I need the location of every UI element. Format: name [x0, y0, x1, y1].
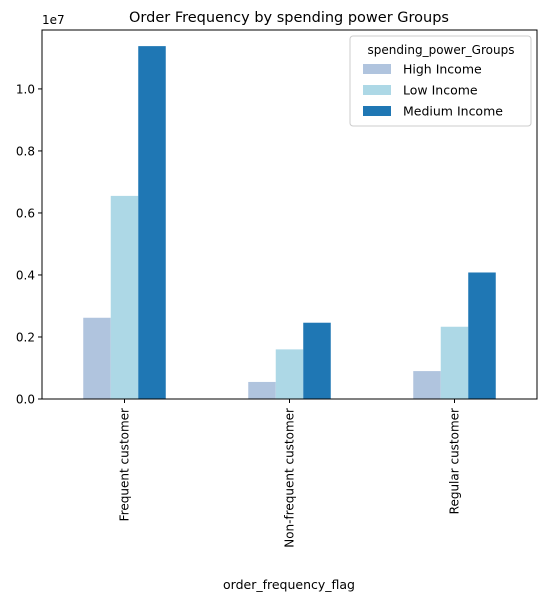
chart-title: Order Frequency by spending power Groups	[129, 10, 449, 26]
bar-low-income	[440, 326, 469, 399]
legend-swatch	[363, 106, 391, 116]
x-tick-label: Frequent customer	[118, 408, 132, 521]
y-tick-label: 0.8	[16, 144, 35, 158]
bar-medium-income	[138, 46, 166, 400]
legend-title: spending_power_Groups	[368, 43, 515, 57]
bar-low-income	[110, 195, 139, 399]
legend: spending_power_Groups High Income Low Inc…	[349, 35, 532, 127]
y-tick-label: 0.4	[16, 268, 35, 282]
legend-entry-label: Low Income	[403, 83, 478, 98]
y-tick-label: 0.2	[16, 330, 35, 344]
legend-box	[349, 35, 532, 127]
y-tick-label: 0.0	[16, 393, 35, 407]
y-tick-label: 0.6	[16, 206, 35, 220]
plot-frame	[41, 29, 538, 400]
x-tick-label: Regular customer	[448, 408, 462, 514]
legend-entry-label: High Income	[403, 62, 482, 77]
legend-entry-label: Medium Income	[403, 104, 503, 119]
bar-low-income	[275, 349, 304, 399]
legend-swatch	[363, 85, 391, 95]
y-axis-multiplier: 1e7	[42, 13, 65, 27]
x-tick-label: Non-frequent customer	[283, 408, 297, 548]
bar-medium-income	[303, 322, 331, 399]
bar-high-income	[413, 371, 441, 399]
legend-swatch	[363, 64, 391, 74]
bar-medium-income	[468, 272, 496, 399]
bar-high-income	[83, 317, 111, 399]
x-axis-label: order_frequency_flag	[223, 577, 355, 592]
bar-high-income	[248, 381, 276, 399]
y-tick-label: 1.0	[16, 82, 35, 96]
